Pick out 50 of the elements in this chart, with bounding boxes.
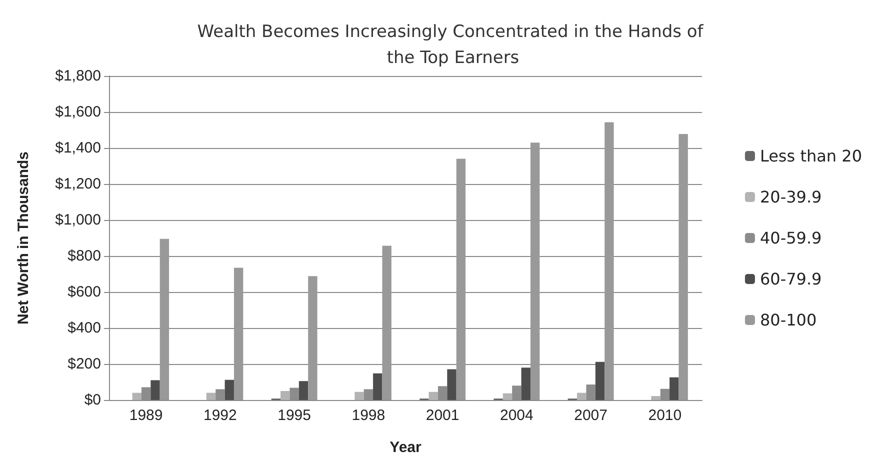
- y-tick-label: $0: [84, 392, 101, 408]
- bar: [651, 396, 660, 400]
- x-tick-label: 2007: [574, 407, 608, 424]
- legend-label: 60-79.9: [760, 270, 822, 288]
- x-tick-label: 2004: [500, 407, 534, 424]
- bar: [354, 392, 364, 400]
- bar: [577, 392, 586, 400]
- bar: [206, 392, 216, 400]
- y-tick-label: $1,400: [55, 140, 101, 156]
- bar: [428, 392, 438, 400]
- legend-label: Less than 20: [760, 146, 862, 166]
- bar: [298, 381, 308, 400]
- y-tick-label: $800: [68, 248, 101, 264]
- bar: [150, 380, 160, 400]
- y-tick-label: $1,600: [55, 104, 101, 120]
- bar: [234, 268, 244, 400]
- y-tick-label: $200: [68, 356, 101, 372]
- bar: [373, 373, 382, 400]
- x-tick-label: 1992: [204, 407, 237, 424]
- x-tick-label: 2001: [426, 407, 460, 424]
- bar: [521, 368, 530, 400]
- bar: [595, 362, 605, 400]
- bar: [308, 276, 318, 400]
- y-tick-label: $400: [68, 320, 101, 336]
- legend-label: 80-100: [760, 310, 817, 330]
- y-tick-label: $600: [68, 284, 101, 300]
- bar: [456, 158, 466, 400]
- x-tick-label: 1989: [129, 407, 163, 424]
- y-tick-label: $1,000: [55, 212, 101, 228]
- y-tick-label: $1,200: [55, 176, 101, 192]
- bar: [132, 392, 142, 400]
- legend-label: 40-59.9: [760, 228, 822, 248]
- bar: [678, 134, 688, 400]
- chart-title: Wealth Becomes Increasingly Concentrated in the Hands of the Top Earners: [197, 22, 709, 68]
- bar: [382, 246, 392, 400]
- x-axis-title: Year: [390, 439, 422, 456]
- bar: [280, 391, 290, 400]
- bar: [502, 393, 512, 400]
- y-tick-label: $1,800: [55, 68, 101, 84]
- x-tick-label: 1998: [352, 407, 386, 424]
- bar: [604, 122, 614, 400]
- x-tick-label: 2010: [648, 407, 682, 424]
- bar: [530, 142, 540, 400]
- bar: [160, 238, 170, 400]
- y-axis-title: Net Worth in Thousands: [15, 151, 32, 325]
- legend-label: 20-39.9: [760, 188, 822, 206]
- x-tick-label: 1995: [278, 407, 311, 424]
- bar: [447, 369, 456, 400]
- bar: [224, 380, 234, 400]
- bar: [670, 377, 679, 400]
